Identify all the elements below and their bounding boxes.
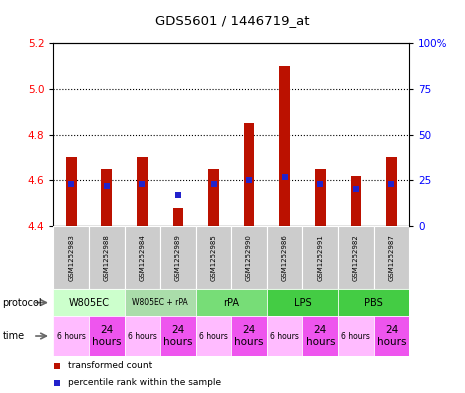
Bar xyxy=(196,289,267,316)
Bar xyxy=(160,226,196,289)
Bar xyxy=(338,316,374,356)
Bar xyxy=(303,226,338,289)
Text: 6 hours: 6 hours xyxy=(57,332,86,340)
Bar xyxy=(125,316,160,356)
Text: 24
hours: 24 hours xyxy=(163,325,193,347)
Text: W805EC: W805EC xyxy=(68,298,110,308)
Bar xyxy=(208,169,219,226)
Text: time: time xyxy=(2,331,25,341)
Bar xyxy=(89,226,125,289)
Text: GSM1252988: GSM1252988 xyxy=(104,234,110,281)
Bar xyxy=(351,176,361,226)
Text: 24
hours: 24 hours xyxy=(306,325,335,347)
Text: 6 hours: 6 hours xyxy=(270,332,299,340)
Bar xyxy=(66,158,77,226)
Text: GSM1252991: GSM1252991 xyxy=(317,234,323,281)
Bar xyxy=(196,316,232,356)
Text: GSM1252982: GSM1252982 xyxy=(353,234,359,281)
Bar xyxy=(267,226,303,289)
Bar xyxy=(244,123,254,226)
Bar xyxy=(196,226,232,289)
Text: rPA: rPA xyxy=(223,298,239,308)
Bar xyxy=(386,158,397,226)
Bar xyxy=(267,289,338,316)
Bar xyxy=(160,316,196,356)
Text: 24
hours: 24 hours xyxy=(234,325,264,347)
Bar xyxy=(303,316,338,356)
Text: percentile rank within the sample: percentile rank within the sample xyxy=(68,378,221,387)
Text: 6 hours: 6 hours xyxy=(341,332,370,340)
Bar xyxy=(173,208,183,226)
Bar xyxy=(315,169,325,226)
Text: GSM1252989: GSM1252989 xyxy=(175,234,181,281)
Text: W805EC + rPA: W805EC + rPA xyxy=(133,298,188,307)
Text: GSM1252990: GSM1252990 xyxy=(246,234,252,281)
Bar xyxy=(137,158,148,226)
Text: protocol: protocol xyxy=(2,298,42,308)
Bar xyxy=(89,316,125,356)
Text: GSM1252987: GSM1252987 xyxy=(388,234,394,281)
Bar xyxy=(125,226,160,289)
Bar xyxy=(53,316,89,356)
Text: PBS: PBS xyxy=(364,298,383,308)
Text: GSM1252986: GSM1252986 xyxy=(282,234,288,281)
Text: 24
hours: 24 hours xyxy=(377,325,406,347)
Bar xyxy=(125,289,196,316)
Bar xyxy=(279,66,290,226)
Bar xyxy=(374,226,409,289)
Text: 24
hours: 24 hours xyxy=(92,325,121,347)
Text: GSM1252983: GSM1252983 xyxy=(68,234,74,281)
Bar xyxy=(374,316,409,356)
Text: GSM1252985: GSM1252985 xyxy=(211,234,217,281)
Bar xyxy=(338,289,409,316)
Text: 6 hours: 6 hours xyxy=(128,332,157,340)
Text: 6 hours: 6 hours xyxy=(199,332,228,340)
Text: GDS5601 / 1446719_at: GDS5601 / 1446719_at xyxy=(155,14,310,27)
Bar xyxy=(101,169,112,226)
Bar xyxy=(232,316,267,356)
Bar xyxy=(232,226,267,289)
Text: LPS: LPS xyxy=(294,298,311,308)
Bar xyxy=(267,316,303,356)
Bar xyxy=(53,289,125,316)
Text: transformed count: transformed count xyxy=(68,362,152,371)
Text: GSM1252984: GSM1252984 xyxy=(140,234,146,281)
Bar xyxy=(338,226,374,289)
Bar xyxy=(53,226,89,289)
